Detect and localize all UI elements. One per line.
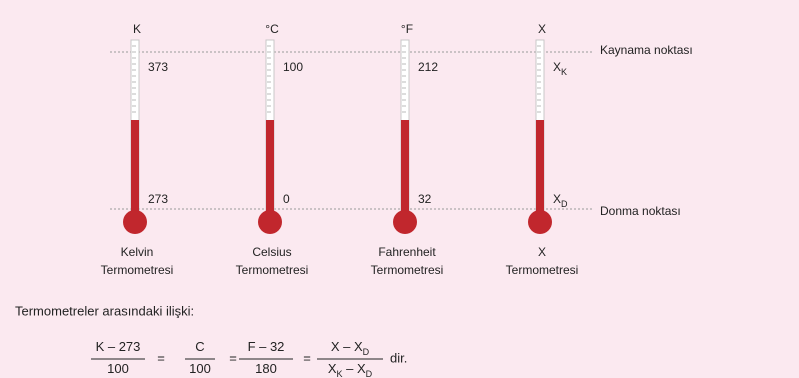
formula-intro: Termometreler arasındaki ilişki:	[15, 303, 194, 318]
equals-sign: =	[229, 350, 237, 365]
freezing-value: 0	[283, 192, 290, 206]
scale-symbol: °F	[401, 22, 413, 36]
numerator: C	[195, 339, 204, 354]
text-piece: 100	[189, 361, 211, 376]
text-piece: K – 273	[96, 339, 141, 354]
subscript: D	[561, 199, 568, 209]
text-piece: C	[195, 339, 204, 354]
text-piece: X – X	[331, 339, 363, 354]
boiling-value: 212	[418, 60, 438, 74]
text-piece: F – 32	[248, 339, 285, 354]
numerator: F – 32	[248, 339, 285, 354]
mercury	[401, 120, 409, 220]
text-piece: X	[553, 192, 561, 206]
diagram: Kaynama noktası Donma noktası Termometre…	[0, 0, 799, 378]
text-piece: – X	[343, 361, 366, 376]
equals-sign: =	[303, 350, 311, 365]
freezing-value: 273	[148, 192, 168, 206]
thermometer-name: Termometresi	[371, 263, 444, 277]
subscript: K	[561, 67, 567, 77]
mercury	[266, 120, 274, 220]
bulb	[393, 210, 417, 234]
mercury	[536, 120, 544, 220]
formula-suffix: dir.	[390, 350, 407, 365]
denominator: 100	[189, 361, 211, 376]
numerator: K – 273	[96, 339, 141, 354]
boiling-label: Kaynama noktası	[600, 43, 693, 57]
scale-symbol: K	[133, 22, 141, 36]
scale-symbol: °C	[265, 22, 279, 36]
thermometer-name: Termometresi	[101, 263, 174, 277]
denominator: 100	[107, 361, 129, 376]
thermometer-name: Termometresi	[236, 263, 309, 277]
denominator: 180	[255, 361, 277, 376]
text-piece: X	[328, 361, 337, 376]
bulb	[528, 210, 552, 234]
scale-symbol: X	[538, 22, 546, 36]
subscript: D	[366, 369, 373, 378]
bulb	[123, 210, 147, 234]
bulb	[258, 210, 282, 234]
thermometer-name: Celsius	[252, 245, 291, 259]
thermometer-name: Termometresi	[506, 263, 579, 277]
thermometer-name: Kelvin	[121, 245, 154, 259]
thermometer-name: X	[538, 245, 546, 259]
equals-sign: =	[157, 350, 165, 365]
freezing-value: 32	[418, 192, 432, 206]
boiling-value: 100	[283, 60, 303, 74]
boiling-value: 373	[148, 60, 168, 74]
freezing-label: Donma noktası	[600, 204, 681, 218]
mercury	[131, 120, 139, 220]
thermometer-name: Fahrenheit	[378, 245, 436, 259]
text-piece: 180	[255, 361, 277, 376]
text-piece: 100	[107, 361, 129, 376]
subscript: D	[363, 347, 370, 357]
text-piece: X	[553, 60, 561, 74]
